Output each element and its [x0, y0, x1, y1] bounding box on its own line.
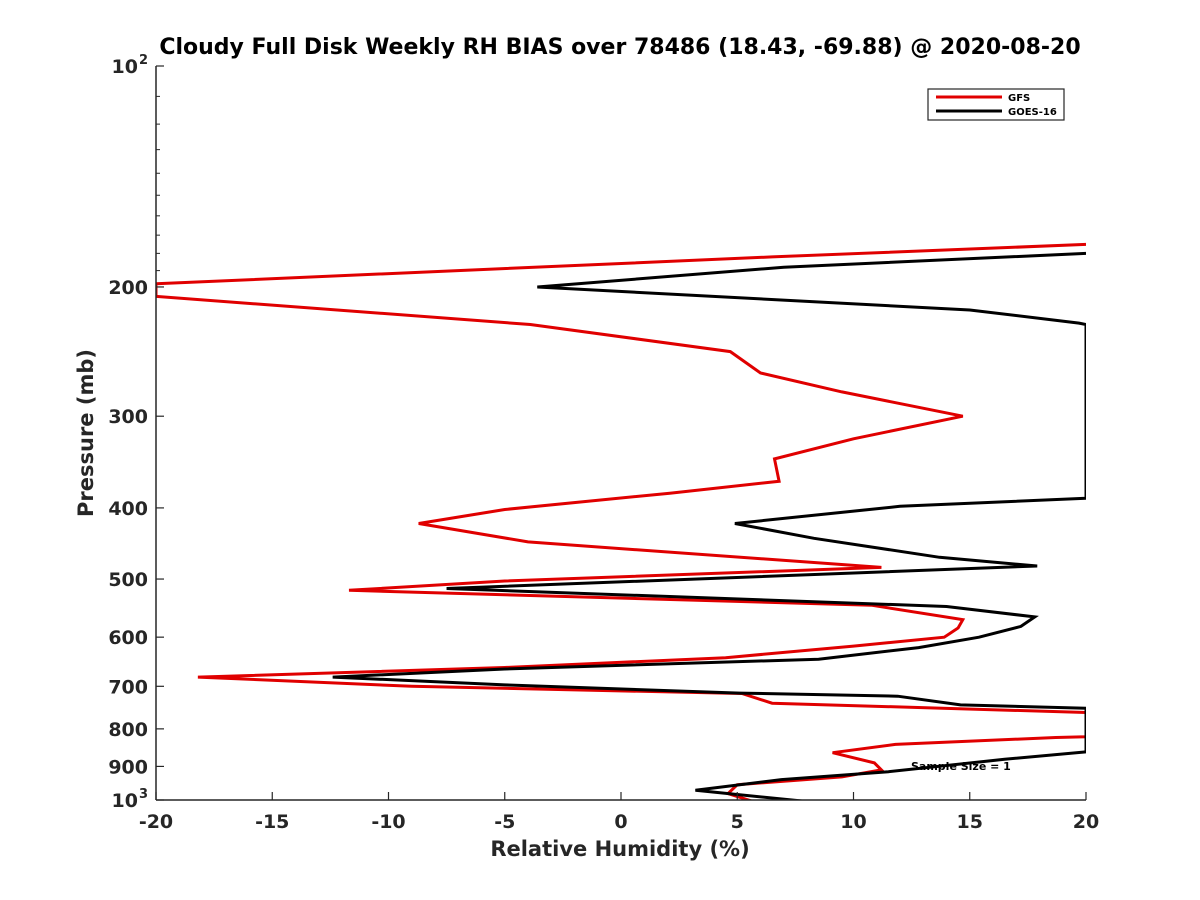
x-tick-label: 15 [957, 811, 983, 833]
y-axis-label: Pressure (mb) [74, 349, 98, 517]
y-tick-label: 10 [112, 790, 138, 812]
rh-bias-chart: Cloudy Full Disk Weekly RH BIAS over 784… [0, 0, 1200, 900]
x-tick-label: 10 [840, 811, 866, 833]
y-tick-label: 10 [112, 56, 138, 78]
x-axis-label: Relative Humidity (%) [490, 837, 749, 861]
series-layer [156, 244, 1086, 802]
y-tick-label: 800 [108, 719, 148, 741]
legend: GFS GOES-16 [928, 89, 1064, 120]
legend-label-goes-16: GOES-16 [1008, 107, 1057, 118]
y-tick-label: 300 [108, 406, 148, 428]
x-tick-label: -15 [255, 811, 289, 833]
y-tick-label: 400 [108, 498, 148, 520]
x-tick-label: 5 [731, 811, 744, 833]
y-tick-label: 200 [108, 277, 148, 299]
y-tick-exponent: 2 [139, 53, 148, 68]
y-tick-label: 500 [108, 569, 148, 591]
series-line-gfs [156, 244, 1086, 801]
annotations: Sample Size = 1 [911, 760, 1011, 773]
x-tick-label: -5 [494, 811, 515, 833]
x-tick-label: -20 [139, 811, 173, 833]
y-tick-label: 600 [108, 627, 148, 649]
x-tick-label: 20 [1073, 811, 1099, 833]
y-tick-label: 700 [108, 676, 148, 698]
x-tick-label: 0 [614, 811, 627, 833]
x-tick-label: -10 [371, 811, 405, 833]
legend-label-gfs: GFS [1008, 93, 1030, 104]
y-tick-exponent: 3 [139, 787, 148, 802]
y-tick-label: 900 [108, 756, 148, 778]
chart-title: Cloudy Full Disk Weekly RH BIAS over 784… [159, 35, 1080, 60]
sample-size-annotation: Sample Size = 1 [911, 760, 1011, 773]
